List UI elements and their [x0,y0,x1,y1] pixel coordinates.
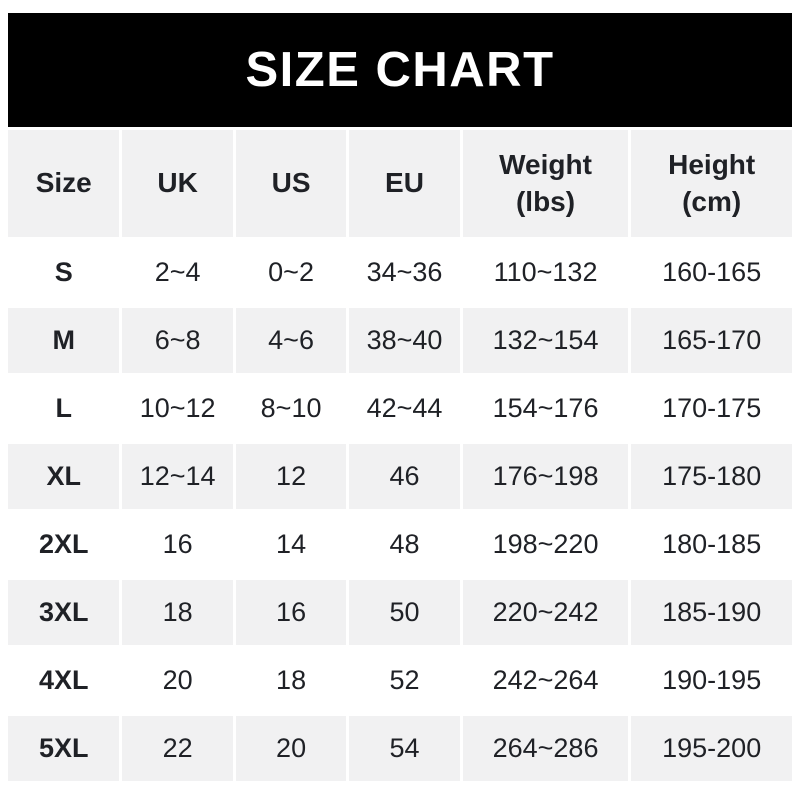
size-chart-page: SIZE CHART Size UK US EU Weight (lbs) He… [8,13,792,781]
table-cell-uk: 20 [122,648,233,713]
page-title: SIZE CHART [245,43,555,97]
table-cell-height: 195-200 [631,716,792,781]
column-header-weight: Weight (lbs) [462,130,629,237]
table-cell-uk: 6~8 [122,308,233,373]
table-cell-weight: 154~176 [462,376,629,441]
table-cell-height: 190-195 [631,648,792,713]
table-cell-height: 175-180 [631,444,792,509]
table-cell-eu: 52 [349,648,460,713]
table-cell-us: 14 [235,512,347,577]
table-cell-size: 4XL [8,648,120,713]
column-header-height: Height (cm) [631,130,792,237]
table-cell-us: 18 [235,648,347,713]
table-cell-height: 185-190 [631,580,792,645]
table-cell-eu: 38~40 [349,308,460,373]
table-cell-size: 2XL [8,512,120,577]
table-cell-uk: 18 [122,580,233,645]
table-cell-us: 12 [235,444,347,509]
table-cell-height: 170-175 [631,376,792,441]
table-cell-weight: 176~198 [462,444,629,509]
table-cell-uk: 12~14 [122,444,233,509]
table-cell-weight: 264~286 [462,716,629,781]
table-cell-weight: 242~264 [462,648,629,713]
table-cell-height: 160-165 [631,240,792,305]
table-cell-size: XL [8,444,120,509]
table-cell-height: 180-185 [631,512,792,577]
table-cell-size: 3XL [8,580,120,645]
table-cell-size: L [8,376,120,441]
table-cell-us: 0~2 [235,240,347,305]
table-cell-eu: 42~44 [349,376,460,441]
table-cell-weight: 198~220 [462,512,629,577]
table-cell-size: S [8,240,120,305]
table-cell-us: 8~10 [235,376,347,441]
column-header-uk: UK [122,130,233,237]
table-cell-eu: 48 [349,512,460,577]
table-cell-uk: 22 [122,716,233,781]
table-cell-eu: 34~36 [349,240,460,305]
table-cell-uk: 16 [122,512,233,577]
table-cell-weight: 132~154 [462,308,629,373]
table-cell-uk: 2~4 [122,240,233,305]
table-cell-weight: 220~242 [462,580,629,645]
table-cell-us: 4~6 [235,308,347,373]
table-cell-height: 165-170 [631,308,792,373]
table-cell-us: 20 [235,716,347,781]
table-cell-size: M [8,308,120,373]
table-cell-size: 5XL [8,716,120,781]
table-cell-us: 16 [235,580,347,645]
column-header-size: Size [8,130,120,237]
table-cell-eu: 46 [349,444,460,509]
table-cell-uk: 10~12 [122,376,233,441]
table-cell-eu: 50 [349,580,460,645]
size-chart-table: Size UK US EU Weight (lbs) Height (cm) S… [8,130,792,781]
column-header-us: US [235,130,347,237]
table-cell-weight: 110~132 [462,240,629,305]
size-chart-banner: SIZE CHART [8,13,792,127]
column-header-eu: EU [349,130,460,237]
table-cell-eu: 54 [349,716,460,781]
